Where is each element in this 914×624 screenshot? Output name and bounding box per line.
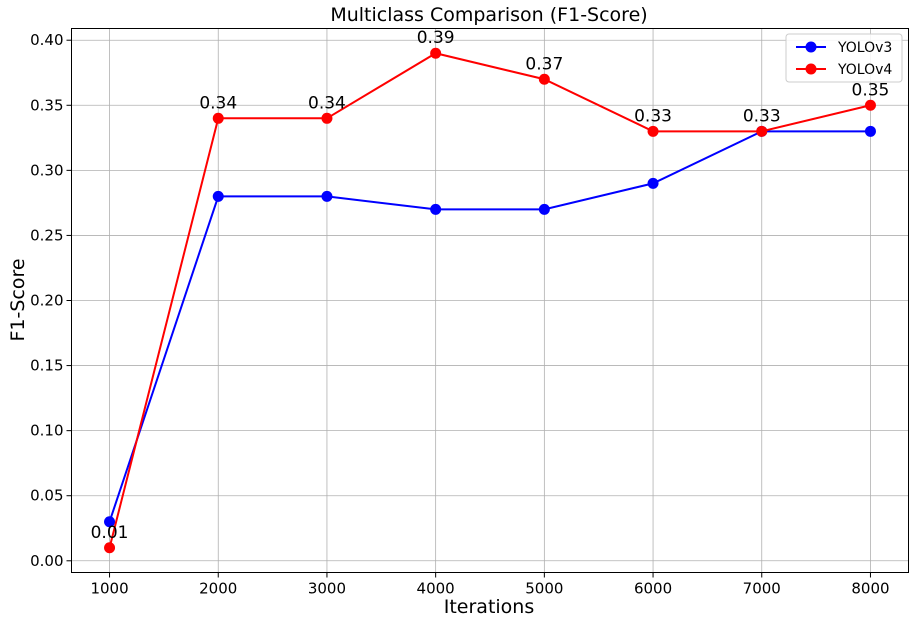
yolov3-data-point [212, 190, 224, 202]
yolov4-data-point [647, 125, 659, 137]
data-label-text: 0.34 [308, 93, 346, 113]
series-layer [104, 47, 876, 554]
yolov3-series-line [108, 130, 871, 523]
data-label-text: 0.01 [91, 523, 129, 543]
x-tick-label: 5000 [525, 580, 563, 598]
x-tick-label: 4000 [417, 580, 455, 598]
data-label-text: 0.33 [634, 106, 672, 126]
x-tick-label: 2000 [199, 580, 237, 598]
yolov4-data-point [756, 125, 768, 137]
chart-title: Multiclass Comparison (F1-Score) [330, 4, 647, 26]
yolov3-data-point [321, 190, 333, 202]
yolov4-data-point [321, 112, 333, 124]
x-tick-label: 8000 [851, 580, 889, 598]
x-axis-label: Iterations [444, 596, 535, 618]
y-axis-label: F1-Score [7, 258, 29, 341]
x-tick-label: 6000 [634, 580, 672, 598]
x-tick-label: 7000 [743, 580, 781, 598]
x-tick-label: 3000 [308, 580, 346, 598]
yolov3-legend-label: YOLOv3 [837, 40, 892, 56]
yolov4-series-line [108, 52, 871, 549]
yolov3-data-point [104, 516, 116, 528]
yolov4-data-point [212, 112, 224, 124]
y-tick-label: 0.00 [30, 552, 63, 570]
yolov3-data-point [647, 177, 659, 189]
data-label-text: 0.37 [525, 54, 563, 74]
axis-ticks: 1000 2000 3000 4000 5000 6000 7000 8000 0.00 0.05… [30, 31, 889, 597]
y-tick-label: 0.10 [30, 422, 63, 440]
yolov4-data-point [864, 99, 876, 111]
y-tick-label: 0.20 [30, 292, 63, 310]
yolov4-legend-marker [805, 63, 817, 75]
yolov3-data-point [538, 203, 550, 215]
y-tick-label: 0.15 [30, 357, 63, 375]
y-tick-label: 0.30 [30, 161, 63, 179]
data-label-text: 0.39 [417, 28, 455, 48]
plot-frame [71, 28, 909, 573]
grid-lines [71, 28, 909, 573]
data-label-text: 0.35 [852, 80, 890, 100]
y-tick-label: 0.25 [30, 226, 63, 244]
data-labels: 0.01 0.34 0.34 0.39 0.37 0.33 0.33 0.35 [91, 28, 890, 543]
legend: YOLOv3 YOLOv4 [785, 33, 903, 83]
y-tick-label: 0.05 [30, 487, 63, 505]
data-label-text: 0.34 [199, 93, 237, 113]
yolov4-data-point [104, 542, 116, 554]
yolov3-legend-marker [805, 41, 817, 53]
y-tick-label: 0.40 [30, 31, 63, 49]
yolov3-data-point [864, 125, 876, 137]
data-label-text: 0.33 [743, 106, 781, 126]
yolov4-data-point [538, 73, 550, 85]
x-tick-label: 1000 [90, 580, 128, 598]
yolov4-data-point [430, 47, 442, 59]
yolov4-legend-label: YOLOv4 [837, 62, 892, 78]
y-tick-label: 0.35 [30, 96, 63, 114]
yolov3-data-point [430, 203, 442, 215]
